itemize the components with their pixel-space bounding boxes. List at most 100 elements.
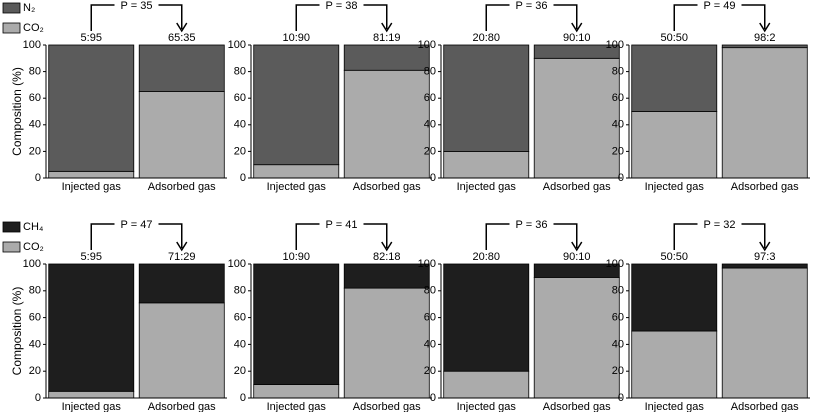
bar-segment xyxy=(343,44,430,71)
arrow-head xyxy=(381,22,393,33)
ratio-label: 65:35 xyxy=(168,32,196,44)
bar-segment xyxy=(138,302,225,399)
x-tick-label: Injected gas xyxy=(267,181,327,193)
arrow-head xyxy=(759,22,771,33)
y-tick-label: 40 xyxy=(612,338,624,350)
y-tick-label: 0 xyxy=(240,172,246,184)
bar-segment xyxy=(443,370,530,399)
bar-segment xyxy=(533,57,620,179)
y-tick-label: 60 xyxy=(234,92,246,104)
y-tick-label: 0 xyxy=(35,172,41,184)
annotation-bg xyxy=(319,0,364,12)
x-tick-label: Adsorbed gas xyxy=(731,401,799,412)
y-tick-label: 80 xyxy=(612,66,624,78)
annotation: P = 32 xyxy=(704,219,736,231)
bar-segment xyxy=(253,164,340,179)
arrow-head xyxy=(381,241,393,252)
x-tick-label: Injected gas xyxy=(62,401,122,412)
legend-label: CO₂ xyxy=(23,22,44,34)
ratio-label: 97:3 xyxy=(754,251,775,263)
y-tick-label: 60 xyxy=(424,312,436,324)
arrow-head xyxy=(571,241,583,252)
bar-segment xyxy=(631,44,718,112)
bar-segment xyxy=(631,111,718,179)
ratio-label: 81:19 xyxy=(373,32,401,44)
annotation: P = 38 xyxy=(326,0,358,12)
annotation: P = 47 xyxy=(121,219,153,231)
y-tick-label: 40 xyxy=(234,338,246,350)
y-tick-label: 60 xyxy=(29,92,41,104)
bar-segment xyxy=(138,91,225,179)
legend-swatch xyxy=(2,241,21,253)
ratio-label: 98:2 xyxy=(754,32,775,44)
bar-segment xyxy=(443,44,530,152)
y-tick-label: 20 xyxy=(29,365,41,377)
x-tick-label: Injected gas xyxy=(62,181,122,193)
bar-segment xyxy=(533,263,620,278)
legend-swatch xyxy=(2,221,21,233)
annotation-bg xyxy=(697,0,742,12)
legend-label: CO₂ xyxy=(23,241,44,253)
y-tick-label: 80 xyxy=(612,285,624,297)
arrow-head xyxy=(176,241,188,252)
y-tick-label: 100 xyxy=(418,39,436,51)
annotation: P = 49 xyxy=(704,0,736,12)
y-tick-label: 80 xyxy=(424,285,436,297)
x-tick-label: Adsorbed gas xyxy=(353,181,421,193)
x-tick-label: Adsorbed gas xyxy=(543,401,611,412)
ratio-label: 5:95 xyxy=(81,251,102,263)
y-tick-label: 80 xyxy=(29,285,41,297)
bar-segment xyxy=(533,44,620,59)
ratio-label: 10:90 xyxy=(282,251,310,263)
y-tick-label: 0 xyxy=(618,172,624,184)
bar-segment xyxy=(138,263,225,304)
annotation-bg xyxy=(509,217,554,231)
bar-segment xyxy=(48,263,135,392)
legend-swatch xyxy=(2,2,21,14)
bar-segment xyxy=(138,44,225,92)
ratio-label: 20:80 xyxy=(472,32,500,44)
annotation: P = 41 xyxy=(326,219,358,231)
x-tick-label: Adsorbed gas xyxy=(353,401,421,412)
bar-segment xyxy=(253,384,340,399)
bar-segment xyxy=(443,150,530,179)
y-tick-label: 40 xyxy=(424,338,436,350)
ratio-label: 90:10 xyxy=(563,251,591,263)
ratio-label: 20:80 xyxy=(472,251,500,263)
y-tick-label: 60 xyxy=(29,312,41,324)
bar-segment xyxy=(253,44,340,166)
arrow-head xyxy=(571,22,583,33)
y-tick-label: 80 xyxy=(234,66,246,78)
y-tick-label: 20 xyxy=(612,365,624,377)
annotation: P = 35 xyxy=(121,0,153,12)
y-tick-label: 80 xyxy=(424,66,436,78)
y-tick-label: 40 xyxy=(424,119,436,131)
y-tick-label: 60 xyxy=(424,92,436,104)
y-tick-label: 60 xyxy=(612,312,624,324)
annotation-bg xyxy=(319,217,364,231)
ratio-label: 10:90 xyxy=(282,32,310,44)
bar-segment xyxy=(631,330,718,399)
y-tick-label: 20 xyxy=(234,145,246,157)
bar-segment xyxy=(48,390,135,399)
x-tick-label: Injected gas xyxy=(267,401,327,412)
bar-segment xyxy=(721,263,808,269)
x-tick-label: Adsorbed gas xyxy=(731,181,799,193)
y-tick-label: 40 xyxy=(29,338,41,350)
ratio-label: 82:18 xyxy=(373,251,401,263)
bar-segment xyxy=(253,263,340,385)
x-tick-label: Injected gas xyxy=(645,181,705,193)
bar-segment xyxy=(48,44,135,172)
x-tick-label: Injected gas xyxy=(457,401,517,412)
y-tick-label: 80 xyxy=(234,285,246,297)
annotation: P = 36 xyxy=(516,0,548,12)
legend-swatch xyxy=(2,22,21,34)
annotation-bg xyxy=(697,217,742,231)
y-tick-label: 40 xyxy=(234,119,246,131)
y-tick-label: 20 xyxy=(234,365,246,377)
bar-segment xyxy=(631,263,718,332)
annotation-bg xyxy=(509,0,554,12)
x-tick-label: Adsorbed gas xyxy=(148,401,216,412)
y-tick-label: 100 xyxy=(418,258,436,270)
